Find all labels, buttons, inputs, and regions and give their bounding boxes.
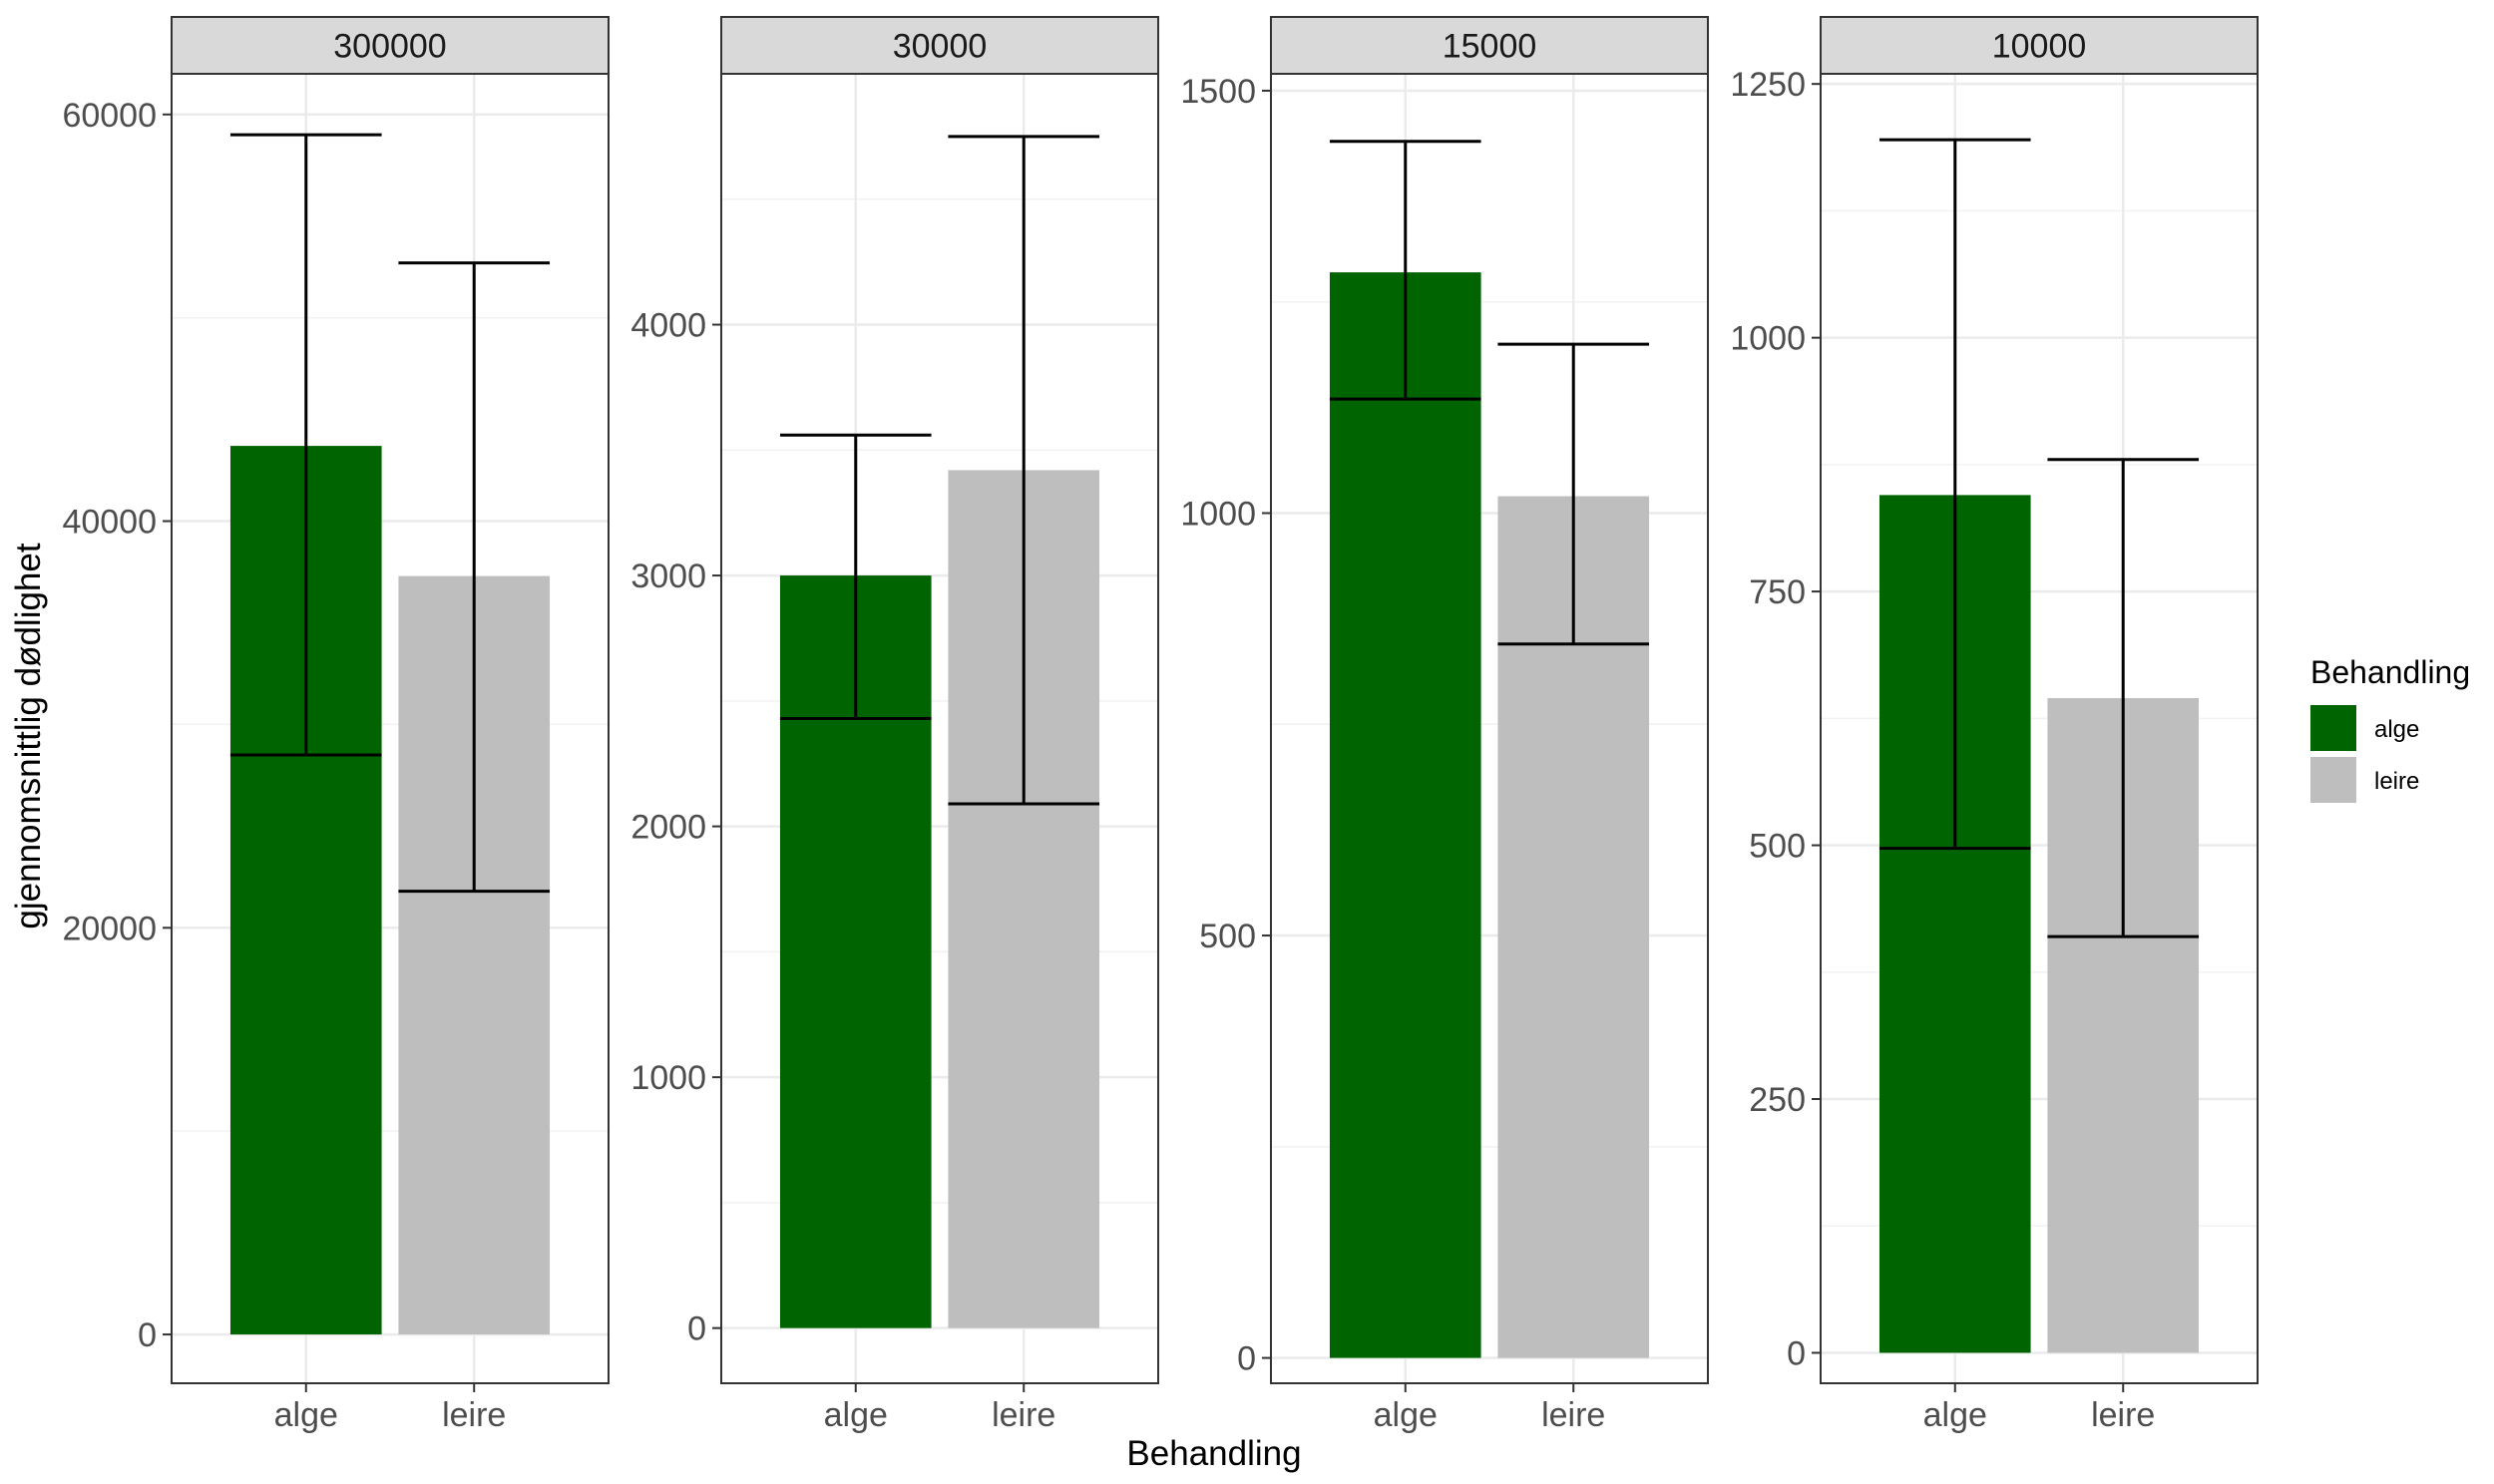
x-tick-label: leire bbox=[2091, 1396, 2155, 1434]
x-axis-title: Behandling bbox=[1126, 1434, 1301, 1473]
y-tick-label: 1000 bbox=[1730, 320, 1806, 358]
legend-label-leire: leire bbox=[2374, 768, 2419, 795]
y-tick-label: 0 bbox=[1787, 1334, 1806, 1372]
facet-panel-15000: 15000 0 500 1000 1500 alge leire bbox=[1180, 16, 1709, 1434]
errorbar-leire bbox=[948, 135, 1100, 806]
y-tick-label: 1250 bbox=[1730, 66, 1806, 104]
facet-panel-30000: 30000 0 1000 2000 3000 4000 alge leire bbox=[630, 16, 1159, 1434]
y-tick-label: 500 bbox=[1749, 828, 1806, 866]
facet-strip-label: 15000 bbox=[1443, 28, 1537, 66]
x-tick-label: alge bbox=[824, 1396, 888, 1434]
errorbar-leire bbox=[2047, 458, 2200, 938]
x-tick-label: leire bbox=[992, 1396, 1055, 1434]
y-tick-label: 60000 bbox=[62, 97, 157, 135]
facet-strip-label: 10000 bbox=[1992, 28, 2087, 66]
errorbar-alge bbox=[1329, 140, 1481, 401]
errorbar-leire bbox=[398, 261, 551, 894]
bar-alge bbox=[1329, 272, 1481, 1358]
y-tick-label: 0 bbox=[687, 1310, 706, 1348]
y-tick-label: 0 bbox=[1237, 1340, 1256, 1378]
y-tick-label: 750 bbox=[1749, 573, 1806, 611]
facet-panel-10000: 10000 0 250 500 750 1000 1250 alge leire bbox=[1730, 16, 2259, 1434]
y-axis-title: gjennomsnittlig dødlighet bbox=[9, 543, 48, 928]
legend-label-alge: alge bbox=[2374, 716, 2419, 743]
facet-strip bbox=[720, 16, 1159, 75]
y-tick-label: 3000 bbox=[630, 557, 706, 595]
errorbar-alge bbox=[779, 433, 932, 720]
facet-strip bbox=[1820, 16, 2259, 75]
y-tick-label: 250 bbox=[1749, 1081, 1806, 1119]
y-tick-label: 1000 bbox=[1180, 495, 1256, 533]
legend-swatch-leire bbox=[2310, 757, 2356, 803]
errorbar-alge bbox=[1878, 138, 2031, 851]
y-tick-label: 2000 bbox=[630, 809, 706, 847]
x-tick-label: alge bbox=[1923, 1396, 1987, 1434]
y-tick-label: 0 bbox=[138, 1316, 157, 1354]
x-tick-label: alge bbox=[274, 1396, 338, 1434]
facet-strip bbox=[1270, 16, 1709, 75]
y-tick-label: 20000 bbox=[62, 910, 157, 947]
errorbar-alge bbox=[229, 133, 382, 757]
y-tick-label: 40000 bbox=[62, 504, 157, 542]
y-tick-label: 4000 bbox=[630, 307, 706, 345]
x-tick-label: alge bbox=[1374, 1396, 1438, 1434]
legend-swatch-alge bbox=[2310, 705, 2356, 751]
legend-title: Behandling bbox=[2310, 654, 2470, 690]
facet-panel-300000: 300000 0 20000 40000 60000 alge leire bbox=[62, 16, 610, 1434]
facet-strip bbox=[171, 16, 610, 75]
facet-strip-label: 300000 bbox=[333, 28, 446, 66]
y-tick-label: 1500 bbox=[1180, 73, 1256, 111]
x-tick-label: leire bbox=[442, 1396, 506, 1434]
y-tick-label: 500 bbox=[1199, 918, 1256, 955]
legend: Behandling alge leire bbox=[2310, 654, 2470, 803]
errorbar-leire bbox=[1497, 342, 1650, 646]
y-tick-label: 1000 bbox=[630, 1059, 706, 1097]
facet-strip-label: 30000 bbox=[893, 28, 988, 66]
x-tick-label: leire bbox=[1541, 1396, 1605, 1434]
